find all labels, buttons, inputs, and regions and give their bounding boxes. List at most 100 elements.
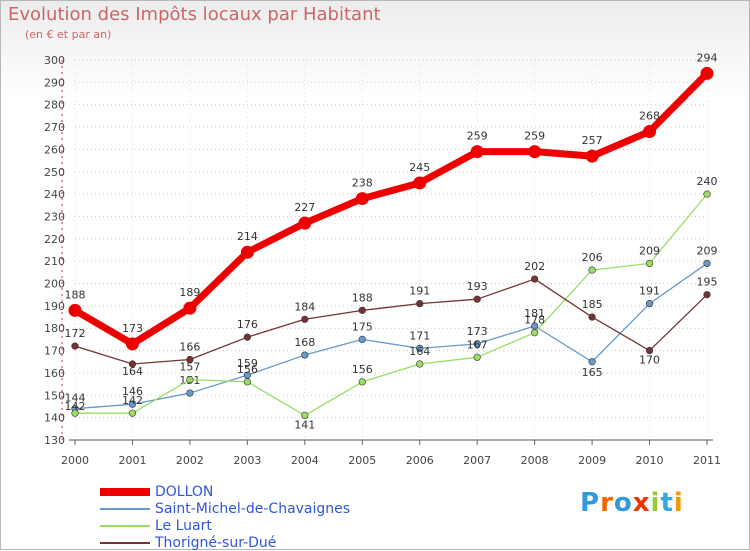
chart-subtitle: (en € et par an) [25,28,112,41]
x-tick-label: 2004 [291,454,319,467]
data-label: 184 [294,300,315,313]
data-point [585,149,599,163]
data-point [416,344,424,352]
legend-label: Thorigné-sur-Dué [155,534,277,551]
y-tick-label: 280 [44,99,65,112]
y-tick-label: 170 [44,345,65,358]
data-label: 240 [697,175,718,188]
y-tick-label: 240 [44,188,65,201]
legend-label: Le Luart [155,517,212,534]
brand-letter: x [632,488,651,518]
data-label: 165 [582,366,603,379]
legend-item: DOLLON [100,483,214,500]
data-label: 209 [639,244,660,257]
y-tick-label: 220 [44,233,65,246]
data-point [301,315,309,323]
data-label: 268 [639,110,660,123]
data-label: 191 [409,285,430,298]
y-tick-label: 260 [44,143,65,156]
x-tick-label: 2007 [463,454,491,467]
legend-swatch [100,507,150,510]
series-line-0 [71,69,711,348]
data-label: 176 [237,318,258,331]
data-label: 144 [65,392,86,405]
brand-letter: P [580,488,601,518]
data-point [588,313,596,321]
y-tick-label: 210 [44,255,65,268]
data-label: 173 [122,322,143,335]
data-point [358,378,366,386]
y-tick-label: 270 [44,121,65,134]
data-point [645,346,654,355]
x-tick-label: 2001 [118,454,146,467]
x-tick-label: 2005 [348,454,376,467]
y-tick-label: 250 [44,166,65,179]
data-label: 181 [524,307,545,320]
data-label: 257 [582,134,603,147]
data-label: 167 [467,338,488,351]
data-point [186,389,194,397]
data-point [470,145,484,159]
data-label: 168 [294,336,315,349]
y-tick-label: 200 [44,278,65,291]
data-label: 185 [582,298,603,311]
legend-item: Saint-Michel-de-Chavaignes [100,500,351,517]
data-label: 193 [467,280,488,293]
data-point [588,266,596,274]
data-point [125,337,139,351]
data-point [243,378,251,386]
legend-swatch [100,541,150,544]
data-label: 164 [409,345,430,358]
data-point [358,335,366,344]
data-label: 214 [237,230,258,243]
data-label: 238 [352,177,373,190]
data-label: 146 [122,385,143,398]
data-label: 142 [122,394,143,407]
data-label: 173 [467,325,488,338]
data-point [643,125,657,139]
data-point [416,300,424,308]
data-label: 206 [582,251,603,264]
x-tick-label: 2006 [406,454,434,467]
brand-letter: i [650,488,661,518]
data-point [413,176,427,190]
x-tick-label: 2009 [578,454,606,467]
data-point [355,192,369,206]
data-point [68,303,82,317]
data-point [71,409,79,417]
data-point [473,353,481,361]
y-tick-label: 160 [44,367,65,380]
data-label: 164 [122,365,143,378]
x-tick-label: 2002 [176,454,204,467]
data-point [358,306,366,314]
y-tick-label: 290 [44,76,65,89]
data-point [645,259,654,268]
data-point [700,66,714,80]
data-point [703,259,711,268]
x-tick-label: 2003 [233,454,261,467]
data-label: 191 [639,285,660,298]
brand-letter: t [660,488,674,518]
data-point [703,291,711,299]
data-label: 294 [697,51,718,64]
data-label: 178 [524,314,545,327]
data-label: 227 [294,201,315,214]
data-point [186,376,194,384]
data-label: 245 [409,161,430,174]
data-label: 188 [65,288,86,301]
y-tick-label: 190 [44,300,65,313]
legend-label: Saint-Michel-de-Chavaignes [155,500,351,517]
legend-label: DOLLON [155,483,214,500]
data-point [298,216,312,230]
data-point [243,333,251,341]
data-point [703,190,711,198]
data-label: 259 [467,130,488,143]
data-point [301,411,309,420]
data-label: 141 [294,418,315,431]
y-tick-label: 140 [44,412,65,425]
data-point [128,360,137,368]
data-label: 259 [524,130,545,143]
brand-letter: r [600,488,614,518]
data-point [645,300,654,308]
